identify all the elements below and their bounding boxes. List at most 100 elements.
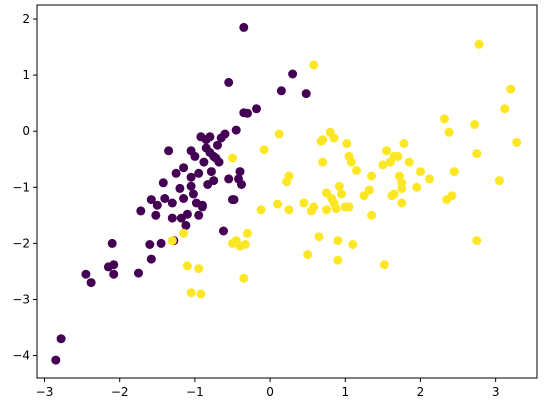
data-point-class-1: [146, 195, 156, 205]
data-point-class-1: [179, 163, 189, 173]
data-point-class-2: [331, 204, 341, 214]
data-point-class-2: [322, 205, 331, 215]
data-point-class-1: [136, 206, 146, 216]
data-point-class-2: [416, 167, 425, 177]
data-point-class-2: [273, 199, 283, 209]
data-point-class-2: [472, 236, 482, 246]
data-point-class-1: [51, 355, 61, 365]
data-point-class-1: [219, 226, 228, 236]
data-point-class-1: [158, 178, 168, 188]
data-point-class-1: [175, 183, 185, 193]
data-point-class-1: [167, 213, 177, 223]
data-point-class-1: [224, 174, 234, 184]
data-point-class-2: [344, 202, 354, 212]
y-tick-label: −1: [12, 180, 30, 194]
data-point-class-2: [425, 174, 434, 184]
x-axis: −3 −2 −1 0 1 2 3: [36, 378, 500, 399]
data-point-class-1: [199, 157, 209, 167]
data-point-class-2: [346, 157, 356, 167]
data-point-class-2: [352, 166, 361, 175]
data-point-class-2: [500, 104, 510, 114]
data-point-class-2: [284, 171, 294, 181]
data-point-class-2: [412, 182, 422, 192]
data-point-class-2: [367, 210, 377, 220]
data-point-class-2: [337, 189, 346, 199]
data-point-class-2: [397, 198, 407, 208]
data-point-class-1: [252, 104, 261, 114]
data-point-class-2: [329, 133, 339, 143]
data-point-class-2: [186, 288, 196, 298]
data-point-class-2: [397, 183, 407, 193]
data-point-class-1: [301, 89, 311, 99]
data-point-class-2: [404, 157, 414, 167]
data-point-class-2: [440, 114, 449, 124]
data-point-class-1: [171, 168, 181, 178]
data-point-class-1: [243, 108, 252, 118]
data-point-class-2: [334, 181, 344, 191]
data-point-class-2: [367, 171, 377, 181]
data-point-class-1: [181, 220, 191, 230]
y-tick-label: −3: [12, 292, 30, 306]
data-point-class-2: [196, 289, 206, 299]
scatter-points: [51, 22, 522, 365]
data-point-class-2: [472, 149, 482, 159]
data-point-class-2: [303, 250, 313, 260]
y-tick-label: −2: [12, 236, 30, 250]
data-point-class-2: [470, 120, 480, 129]
data-point-class-2: [449, 167, 459, 177]
data-point-class-2: [379, 260, 389, 270]
y-axis: −4 −3 −2 −1 0 1 2: [12, 12, 37, 363]
data-point-class-1: [194, 210, 204, 220]
y-tick-label: 1: [22, 68, 30, 82]
data-point-class-2: [399, 139, 409, 148]
data-point-class-2: [318, 135, 328, 145]
data-point-class-1: [186, 181, 196, 191]
data-point-class-1: [237, 180, 246, 189]
data-point-class-2: [314, 232, 324, 242]
data-point-class-1: [224, 77, 234, 87]
data-point-class-2: [256, 205, 266, 215]
x-tick-label: −3: [36, 385, 54, 399]
data-point-class-2: [333, 236, 343, 246]
data-point-class-2: [318, 157, 328, 167]
data-point-class-2: [506, 84, 516, 94]
data-point-class-2: [309, 202, 319, 212]
data-point-class-1: [209, 176, 219, 186]
data-point-class-2: [299, 198, 309, 208]
data-point-class-1: [205, 132, 215, 142]
x-tick-label: 1: [341, 385, 349, 399]
data-point-class-1: [220, 129, 230, 139]
data-point-class-1: [288, 69, 298, 79]
data-point-class-1: [213, 140, 222, 150]
data-point-class-2: [167, 236, 177, 246]
data-point-class-1: [145, 240, 155, 249]
y-tick-label: −4: [12, 349, 30, 363]
data-point-class-1: [146, 254, 156, 264]
data-point-class-2: [274, 129, 284, 139]
data-point-class-1: [109, 260, 119, 270]
data-point-class-2: [447, 191, 457, 201]
data-point-class-1: [197, 200, 207, 210]
data-point-class-1: [56, 334, 66, 344]
data-point-class-2: [342, 139, 352, 148]
data-point-class-2: [309, 60, 319, 70]
data-point-class-2: [228, 153, 237, 163]
x-tick-label: −1: [186, 385, 204, 399]
data-point-class-1: [156, 238, 166, 248]
data-point-class-2: [348, 240, 358, 249]
data-point-class-2: [382, 146, 392, 156]
x-tick-label: 0: [266, 385, 274, 399]
data-point-class-1: [186, 172, 196, 182]
data-point-class-2: [240, 240, 250, 249]
data-point-class-1: [206, 167, 216, 177]
data-point-class-2: [364, 185, 374, 195]
data-point-class-1: [86, 278, 96, 288]
data-point-class-2: [474, 39, 484, 49]
data-point-class-1: [179, 194, 189, 203]
data-point-class-1: [109, 269, 119, 279]
data-point-class-2: [284, 205, 294, 215]
y-tick-label: 2: [22, 12, 30, 26]
y-tick-label: 0: [22, 124, 30, 138]
x-tick-label: 3: [492, 385, 500, 399]
